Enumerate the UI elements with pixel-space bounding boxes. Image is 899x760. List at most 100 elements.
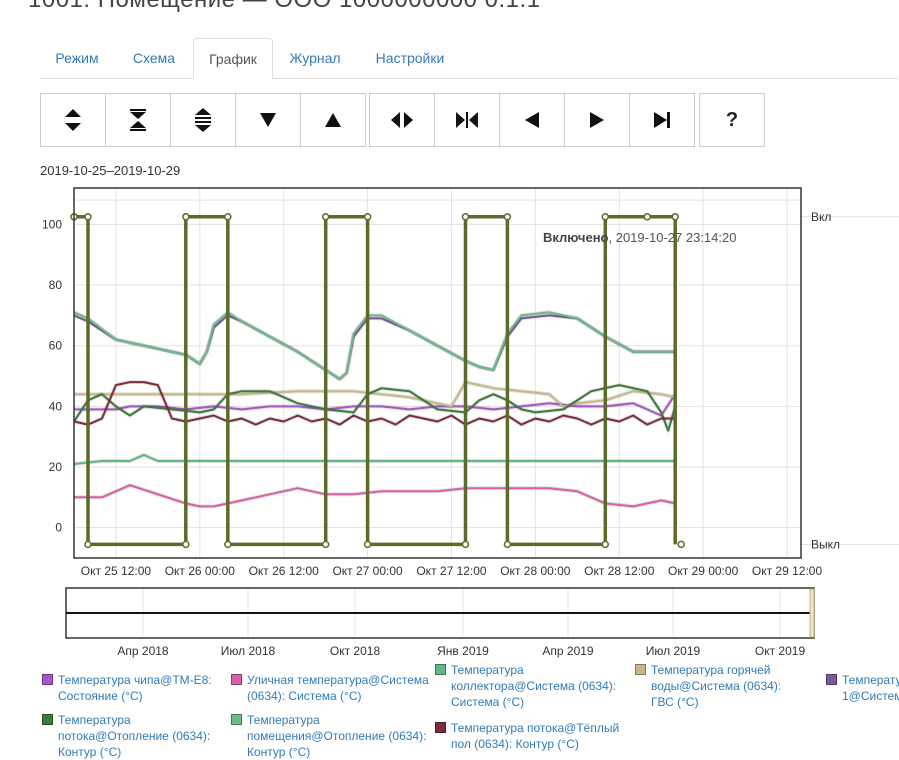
- legend-label: Температура горячей воды@Система (0634):…: [651, 663, 782, 709]
- overview-tick-label: Окт 2018: [330, 644, 381, 658]
- compress-vertical-button[interactable]: [105, 93, 171, 147]
- on-off-point[interactable]: [503, 540, 512, 549]
- y-tick-label: 20: [49, 460, 63, 474]
- triangle-up-icon: [325, 113, 341, 127]
- series-line[interactable]: [73, 384, 677, 432]
- legend-swatch: [435, 664, 446, 675]
- on-off-point[interactable]: [84, 213, 92, 221]
- on-off-point[interactable]: [677, 540, 685, 549]
- fit-vertical-button[interactable]: [170, 93, 236, 147]
- scroll-right-button[interactable]: [564, 93, 630, 147]
- y-tick-label: 80: [49, 278, 63, 292]
- chart-legend: Температура чипа@ТМ-Е8: Состояние (°C) Ул…: [0, 660, 899, 760]
- skip-to-end-button[interactable]: [629, 93, 695, 147]
- x-tick-label: Окт 25 12:00: [81, 564, 152, 578]
- main-chart[interactable]: 0 20 40 60 80 100 Окт 25 12:00 Окт 26 00:00 Окт …: [30, 180, 899, 580]
- legend-item[interactable]: Температура горячей воды@Система (0634):…: [635, 662, 805, 710]
- on-off-step-line[interactable]: [74, 215, 677, 547]
- legend-label: Уличная температура@Система (0634): Сист…: [247, 673, 429, 703]
- legend-item[interactable]: Температура коллектора@Система (0634): С…: [435, 662, 620, 710]
- on-off-point[interactable]: [84, 540, 92, 549]
- legend-item[interactable]: Температура помещения@Отопление (0634): …: [231, 712, 431, 760]
- legend-item[interactable]: Температура чипа@ТМ-Е8: Состояние (°C): [42, 672, 212, 704]
- expand-vertical-icon: [65, 109, 81, 131]
- on-off-point[interactable]: [182, 540, 190, 549]
- legend-swatch: [435, 722, 446, 733]
- triangle-right-icon: [590, 112, 604, 128]
- x-tick-label: Окт 26 12:00: [249, 564, 320, 578]
- series-line[interactable]: [73, 311, 676, 381]
- chart-tooltip: Включено, 2019-10-27 23:14:20: [543, 230, 736, 245]
- tab-scheme[interactable]: Схема: [132, 50, 176, 66]
- overview-range-handle[interactable]: [809, 588, 815, 638]
- legend-label: Температура помещения@Отопление (0634): …: [247, 713, 427, 759]
- compress-vertical-icon: [130, 109, 146, 131]
- overview-tick-label: Янв 2019: [437, 644, 489, 658]
- series-line[interactable]: [74, 393, 677, 417]
- legend-item[interactable]: Температура потока@Тёплый пол (0634): Ко…: [435, 720, 620, 752]
- on-off-point[interactable]: [224, 540, 232, 549]
- legend-swatch: [42, 674, 53, 685]
- y-tick-label: 100: [42, 217, 62, 231]
- compress-horizontal-icon: [456, 112, 478, 128]
- expand-horizontal-icon: [391, 112, 413, 128]
- x-tick-label: Окт 28 00:00: [500, 564, 571, 578]
- on-off-point[interactable]: [671, 213, 679, 221]
- overview-tick-label: Окт 2019: [755, 644, 806, 658]
- series-line[interactable]: [74, 381, 676, 408]
- expand-horizontal-button[interactable]: [369, 93, 435, 147]
- tab-chart[interactable]: График: [193, 38, 273, 79]
- date-range-label: 2019-10-25–2019-10-29: [40, 163, 181, 178]
- series-line[interactable]: [74, 484, 676, 508]
- tab-journal[interactable]: Журнал: [289, 50, 341, 66]
- help-button[interactable]: ?: [699, 93, 765, 147]
- compress-horizontal-button[interactable]: [434, 93, 500, 147]
- x-tick-label: Окт 27 00:00: [332, 564, 403, 578]
- fit-vertical-icon: [195, 108, 211, 132]
- on-off-point[interactable]: [363, 213, 372, 221]
- x-tick-label: Окт 28 12:00: [584, 564, 655, 578]
- scroll-up-button[interactable]: [300, 93, 366, 147]
- legend-label: Температура потока@Отопление (0634): Кон…: [58, 713, 211, 759]
- x-tick-label: Окт 29 00:00: [668, 564, 739, 578]
- on-off-point[interactable]: [601, 540, 610, 549]
- scroll-left-button[interactable]: [499, 93, 565, 147]
- legend-item[interactable]: Температура потока@Отопление (0634): Кон…: [42, 712, 222, 760]
- on-off-point[interactable]: [363, 540, 372, 549]
- legend-label: Температура потока@Тёплый пол (0634): Ко…: [451, 721, 620, 751]
- on-off-point[interactable]: [643, 213, 651, 221]
- y-tick-label: 60: [49, 339, 63, 353]
- scroll-down-button[interactable]: [235, 93, 301, 147]
- legend-item[interactable]: Температура 1@Система: [826, 672, 899, 704]
- legend-swatch: [231, 714, 242, 725]
- tab-settings[interactable]: Настройки: [375, 50, 445, 66]
- on-off-point[interactable]: [182, 213, 190, 221]
- on-off-point[interactable]: [321, 540, 330, 549]
- x-tick-label: Окт 29 12:00: [752, 564, 823, 578]
- legend-item[interactable]: Уличная температура@Система (0634): Сист…: [231, 672, 431, 704]
- on-off-point[interactable]: [321, 213, 330, 221]
- on-off-point[interactable]: [503, 213, 512, 221]
- series-line[interactable]: [73, 381, 676, 426]
- legend-swatch: [635, 664, 646, 675]
- legend-swatch: [42, 714, 53, 725]
- on-off-point[interactable]: [224, 213, 232, 221]
- tooltip-label: Включено: [543, 230, 609, 245]
- on-off-point[interactable]: [461, 213, 470, 221]
- legend-label: Температура коллектора@Система (0634): С…: [451, 663, 617, 709]
- skip-to-end-icon: [654, 112, 670, 128]
- overview-tick-label: Апр 2019: [542, 644, 594, 658]
- y2-on-label: Вкл: [811, 210, 831, 224]
- tab-mode[interactable]: Режим: [55, 50, 99, 66]
- tooltip-time: , 2019-10-27 23:14:20: [609, 230, 737, 245]
- expand-vertical-button[interactable]: [40, 93, 106, 147]
- y2-off-label: Выкл: [811, 537, 840, 551]
- y-tick-label: 0: [55, 521, 62, 535]
- x-tick-label: Окт 26 00:00: [165, 564, 236, 578]
- legend-label: Температура чипа@ТМ-Е8: Состояние (°C): [58, 673, 212, 703]
- on-off-point[interactable]: [461, 540, 470, 549]
- on-off-point[interactable]: [601, 213, 610, 221]
- overview-tick-label: Июл 2019: [646, 644, 701, 658]
- overview-navigator[interactable]: Апр 2018 Июл 2018 Окт 2018 Янв 2019 Апр 2019…: [30, 580, 899, 660]
- series-shadow: [73, 452, 676, 466]
